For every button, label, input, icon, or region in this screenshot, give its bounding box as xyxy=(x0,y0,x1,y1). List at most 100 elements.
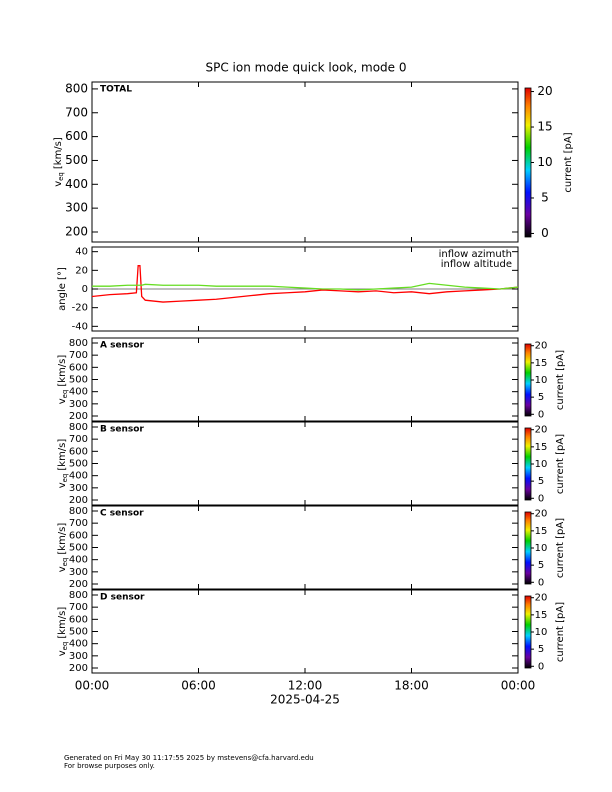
colorbar-tick-label: 0 xyxy=(538,493,544,504)
y-tick-label: 20 xyxy=(75,265,88,276)
y-axis-label-symbol: v xyxy=(57,566,68,572)
colorbar-tick-label: 5 xyxy=(538,392,544,403)
line-series xyxy=(91,265,519,303)
y-tick-label: 700 xyxy=(69,602,88,613)
y-axis-label: veq [km/s] xyxy=(57,439,69,489)
y-axis-label-subscript: eq xyxy=(61,642,69,651)
legend-entry: inflow altitude xyxy=(441,259,512,270)
x-tick-label: 12:00 xyxy=(288,679,323,693)
colorbar-tick-label: 20 xyxy=(535,425,548,436)
y-tick-label: 700 xyxy=(65,105,88,119)
y-axis-label-subscript: eq xyxy=(61,390,69,399)
colorbar xyxy=(524,87,532,238)
y-axis-label: veq [km/s] xyxy=(57,355,69,405)
plot-frame xyxy=(91,421,519,506)
y-axis-label-subscript: eq xyxy=(57,172,65,181)
colorbar-tick-label: 15 xyxy=(535,610,548,621)
y-tick-label: 400 xyxy=(65,177,88,191)
y-tick-label: 600 xyxy=(69,614,88,625)
y-tick-label: 0 xyxy=(82,284,88,295)
footer-line: For browse purposes only. xyxy=(64,762,155,770)
y-tick-label: 800 xyxy=(69,506,88,517)
colorbar-label: current [pA] xyxy=(555,602,566,662)
y-tick-label: 800 xyxy=(69,590,88,601)
y-tick-label: 700 xyxy=(69,350,88,361)
colorbar-tick-label: 15 xyxy=(537,120,552,134)
y-tick-label: 500 xyxy=(69,627,88,638)
colorbar-tick-label: 15 xyxy=(535,358,548,369)
y-axis-label-unit: [km/s] xyxy=(57,439,68,471)
y-tick-label: 300 xyxy=(65,201,88,215)
colorbar-tick-label: 5 xyxy=(538,644,544,655)
colorbar-tick-label: 20 xyxy=(537,84,552,98)
colorbar-tick-label: 20 xyxy=(535,593,548,604)
y-tick-label: 700 xyxy=(69,518,88,529)
y-tick-label: 200 xyxy=(65,224,88,238)
plot-frame xyxy=(91,81,519,243)
y-axis-label-symbol: v xyxy=(53,181,64,187)
colorbar-tick-label: 10 xyxy=(535,627,548,638)
y-tick-label: 500 xyxy=(69,375,88,386)
y-tick-label: 800 xyxy=(65,81,88,95)
x-tick-label: 00:00 xyxy=(75,679,110,693)
footer-line: Generated on Fri May 30 11:17:55 2025 by… xyxy=(64,754,314,762)
y-tick-label: 500 xyxy=(69,459,88,470)
y-axis-label: veq [km/s] xyxy=(57,523,69,573)
colorbar-tick-label: 5 xyxy=(541,190,549,204)
x-axis-label: 2025-04-25 xyxy=(270,693,340,707)
y-axis-label-symbol: v xyxy=(57,482,68,488)
panel-label: A sensor xyxy=(100,341,145,351)
y-axis-label-unit: [km/s] xyxy=(57,607,68,639)
colorbar-tick-label: 0 xyxy=(538,409,544,420)
legend-entry: inflow azimuth xyxy=(439,249,512,260)
colorbar-tick-label: 0 xyxy=(538,661,544,672)
x-tick-label: 00:00 xyxy=(501,679,536,693)
colorbar-tick-label: 0 xyxy=(538,577,544,588)
y-tick-label: 600 xyxy=(69,530,88,541)
colorbar-label: current [pA] xyxy=(563,132,574,192)
y-axis-label: veq [km/s] xyxy=(53,137,65,187)
y-axis-label-symbol: v xyxy=(57,650,68,656)
y-tick-label: 600 xyxy=(65,129,88,143)
y-axis-label-symbol: v xyxy=(57,398,68,404)
colorbar-tick-label: 10 xyxy=(535,459,548,470)
y-tick-label: 40 xyxy=(75,247,88,258)
colorbar-tick-label: 10 xyxy=(537,155,552,169)
colorbar xyxy=(524,595,532,669)
y-tick-label: 400 xyxy=(69,555,88,566)
y-tick-label: 800 xyxy=(69,422,88,433)
y-tick-label: 500 xyxy=(65,153,88,167)
colorbar-label: current [pA] xyxy=(555,518,566,578)
x-tick-label: 18:00 xyxy=(394,679,429,693)
y-tick-label: 200 xyxy=(69,411,88,422)
y-axis-label-subscript: eq xyxy=(61,558,69,567)
colorbar xyxy=(524,427,532,501)
panel-label: D sensor xyxy=(100,593,145,603)
y-axis-label-unit: [km/s] xyxy=(57,523,68,555)
y-tick-label: 300 xyxy=(69,483,88,494)
colorbar xyxy=(524,511,532,585)
y-tick-label: 800 xyxy=(69,338,88,349)
y-axis-label-unit: [km/s] xyxy=(57,355,68,387)
y-tick-label: 700 xyxy=(69,434,88,445)
y-axis-label-subscript: eq xyxy=(61,474,69,483)
y-tick-label: 600 xyxy=(69,362,88,373)
y-axis-label-unit: [km/s] xyxy=(53,137,64,169)
plot-frame xyxy=(91,589,519,674)
y-axis-label: veq [km/s] xyxy=(57,607,69,657)
plot-frame xyxy=(91,505,519,590)
y-tick-label: 300 xyxy=(69,651,88,662)
y-tick-label: 400 xyxy=(69,639,88,650)
plot-frame xyxy=(91,337,519,422)
colorbar-tick-label: 20 xyxy=(535,509,548,520)
y-tick-label: 300 xyxy=(69,567,88,578)
panel-label: TOTAL xyxy=(100,85,132,95)
y-axis-label: angle [°] xyxy=(57,267,68,311)
colorbar-tick-label: 15 xyxy=(535,442,548,453)
colorbar-label: current [pA] xyxy=(555,434,566,494)
y-tick-label: 600 xyxy=(69,446,88,457)
line-series xyxy=(92,282,519,291)
y-tick-label: 400 xyxy=(69,471,88,482)
